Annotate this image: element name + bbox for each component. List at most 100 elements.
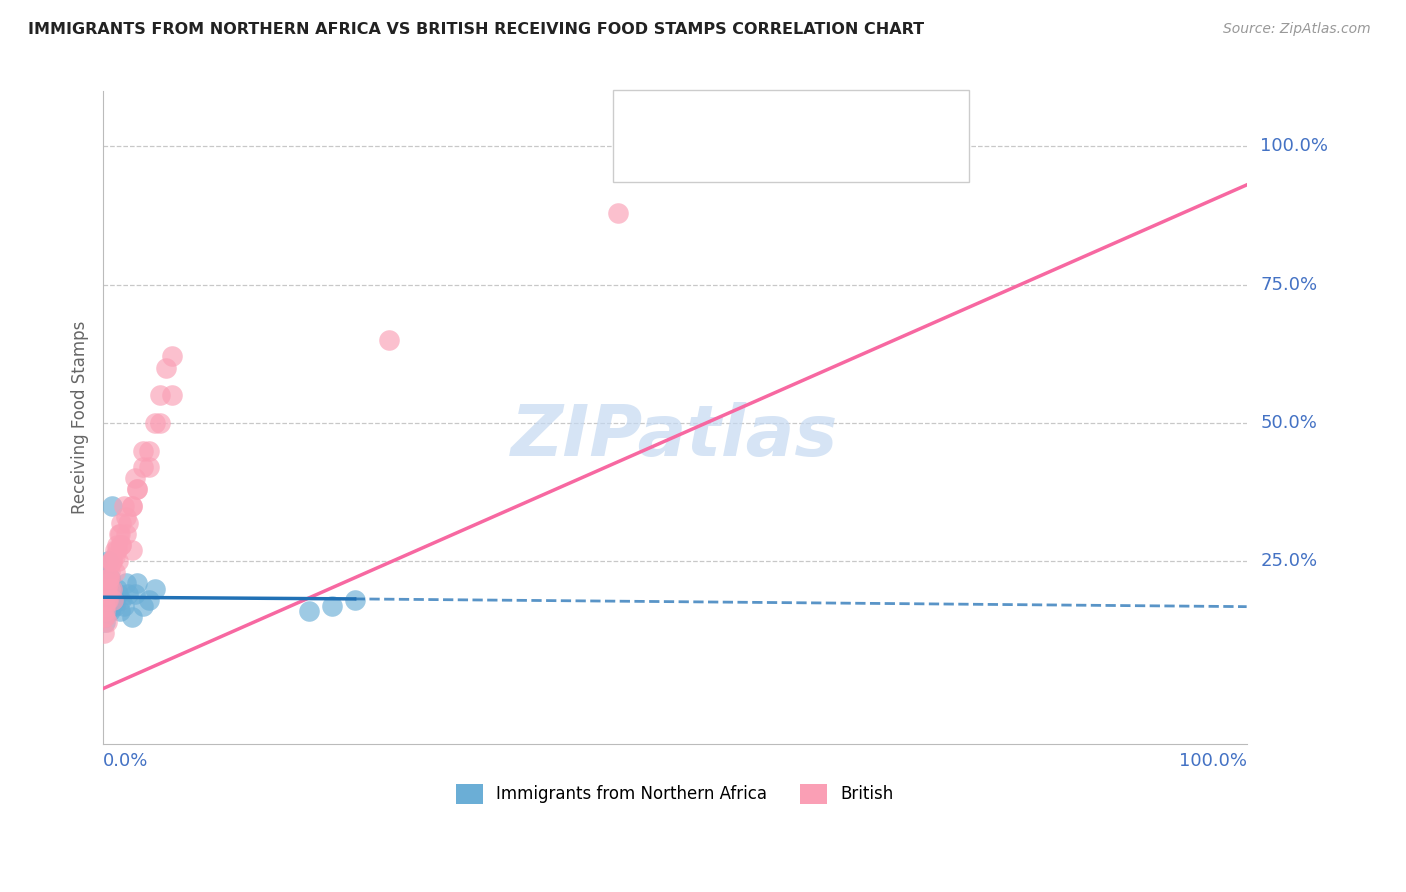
Text: 0.758: 0.758	[707, 142, 769, 161]
Text: 50.0%: 50.0%	[1260, 414, 1317, 432]
Point	[121, 543, 143, 558]
Text: 100.0%: 100.0%	[1178, 752, 1247, 770]
Text: N =: N =	[785, 107, 824, 125]
Point	[103, 587, 125, 601]
Point	[121, 499, 143, 513]
Point	[96, 615, 118, 629]
Point	[101, 499, 124, 513]
Point	[97, 571, 120, 585]
Point	[97, 587, 120, 601]
Point	[117, 516, 139, 530]
Point	[143, 416, 166, 430]
Point	[115, 576, 138, 591]
Point	[105, 582, 128, 596]
Point	[94, 604, 117, 618]
Point	[138, 443, 160, 458]
Point	[110, 526, 132, 541]
Point	[96, 593, 118, 607]
Text: 53: 53	[825, 142, 852, 161]
Point	[98, 604, 121, 618]
Point	[101, 582, 124, 596]
Point	[96, 582, 118, 596]
Point	[105, 538, 128, 552]
Point	[121, 499, 143, 513]
Point	[96, 582, 118, 596]
Point	[97, 582, 120, 596]
Point	[149, 388, 172, 402]
Text: R =: R =	[666, 143, 706, 161]
Point	[97, 593, 120, 607]
Point	[96, 593, 118, 607]
Point	[149, 416, 172, 430]
Point	[97, 576, 120, 591]
Point	[107, 554, 129, 568]
Point	[110, 593, 132, 607]
Text: IMMIGRANTS FROM NORTHERN AFRICA VS BRITISH RECEIVING FOOD STAMPS CORRELATION CHA: IMMIGRANTS FROM NORTHERN AFRICA VS BRITI…	[28, 22, 924, 37]
Text: 40: 40	[825, 106, 852, 126]
Point	[103, 599, 125, 613]
Point	[100, 593, 122, 607]
Point	[101, 554, 124, 568]
Point	[98, 582, 121, 596]
Point	[127, 483, 149, 497]
Point	[93, 609, 115, 624]
Point	[143, 582, 166, 596]
Text: 100.0%: 100.0%	[1260, 137, 1329, 155]
Point	[97, 593, 120, 607]
Point	[96, 587, 118, 601]
Point	[112, 599, 135, 613]
Text: 25.0%: 25.0%	[1260, 552, 1317, 570]
Point	[94, 599, 117, 613]
Point	[103, 543, 125, 558]
Point	[110, 538, 132, 552]
Y-axis label: Receiving Food Stamps: Receiving Food Stamps	[72, 321, 89, 514]
Point	[96, 599, 118, 613]
Point	[93, 593, 115, 607]
Point	[132, 599, 155, 613]
Point	[98, 582, 121, 596]
Point	[94, 609, 117, 624]
Point	[108, 526, 131, 541]
Point	[97, 599, 120, 613]
Point	[105, 543, 128, 558]
Point	[606, 205, 628, 219]
Text: 0.0%: 0.0%	[103, 752, 149, 770]
Point	[298, 604, 321, 618]
Point	[107, 587, 129, 601]
Point	[378, 333, 401, 347]
Point	[97, 554, 120, 568]
Point	[103, 593, 125, 607]
Point	[101, 582, 124, 596]
Point	[155, 360, 177, 375]
Point	[101, 599, 124, 613]
Point	[103, 566, 125, 580]
Point	[132, 443, 155, 458]
Point	[127, 483, 149, 497]
Point	[117, 587, 139, 601]
Point	[110, 538, 132, 552]
Point	[343, 593, 366, 607]
Legend: Immigrants from Northern Africa, British: Immigrants from Northern Africa, British	[450, 777, 900, 811]
Point	[93, 609, 115, 624]
Point	[110, 604, 132, 618]
Point	[100, 554, 122, 568]
Text: R =: R =	[666, 107, 706, 125]
Point	[115, 510, 138, 524]
Point	[94, 571, 117, 585]
Point	[98, 571, 121, 585]
Point	[93, 626, 115, 640]
Point	[101, 554, 124, 568]
Point	[138, 593, 160, 607]
Point	[127, 576, 149, 591]
Point	[97, 571, 120, 585]
Point	[103, 549, 125, 563]
Point	[103, 593, 125, 607]
Point	[321, 599, 343, 613]
Point	[98, 566, 121, 580]
Text: Source: ZipAtlas.com: Source: ZipAtlas.com	[1223, 22, 1371, 37]
Point	[97, 587, 120, 601]
Text: 75.0%: 75.0%	[1260, 276, 1317, 293]
Point	[160, 388, 183, 402]
Point	[138, 460, 160, 475]
Point	[124, 471, 146, 485]
